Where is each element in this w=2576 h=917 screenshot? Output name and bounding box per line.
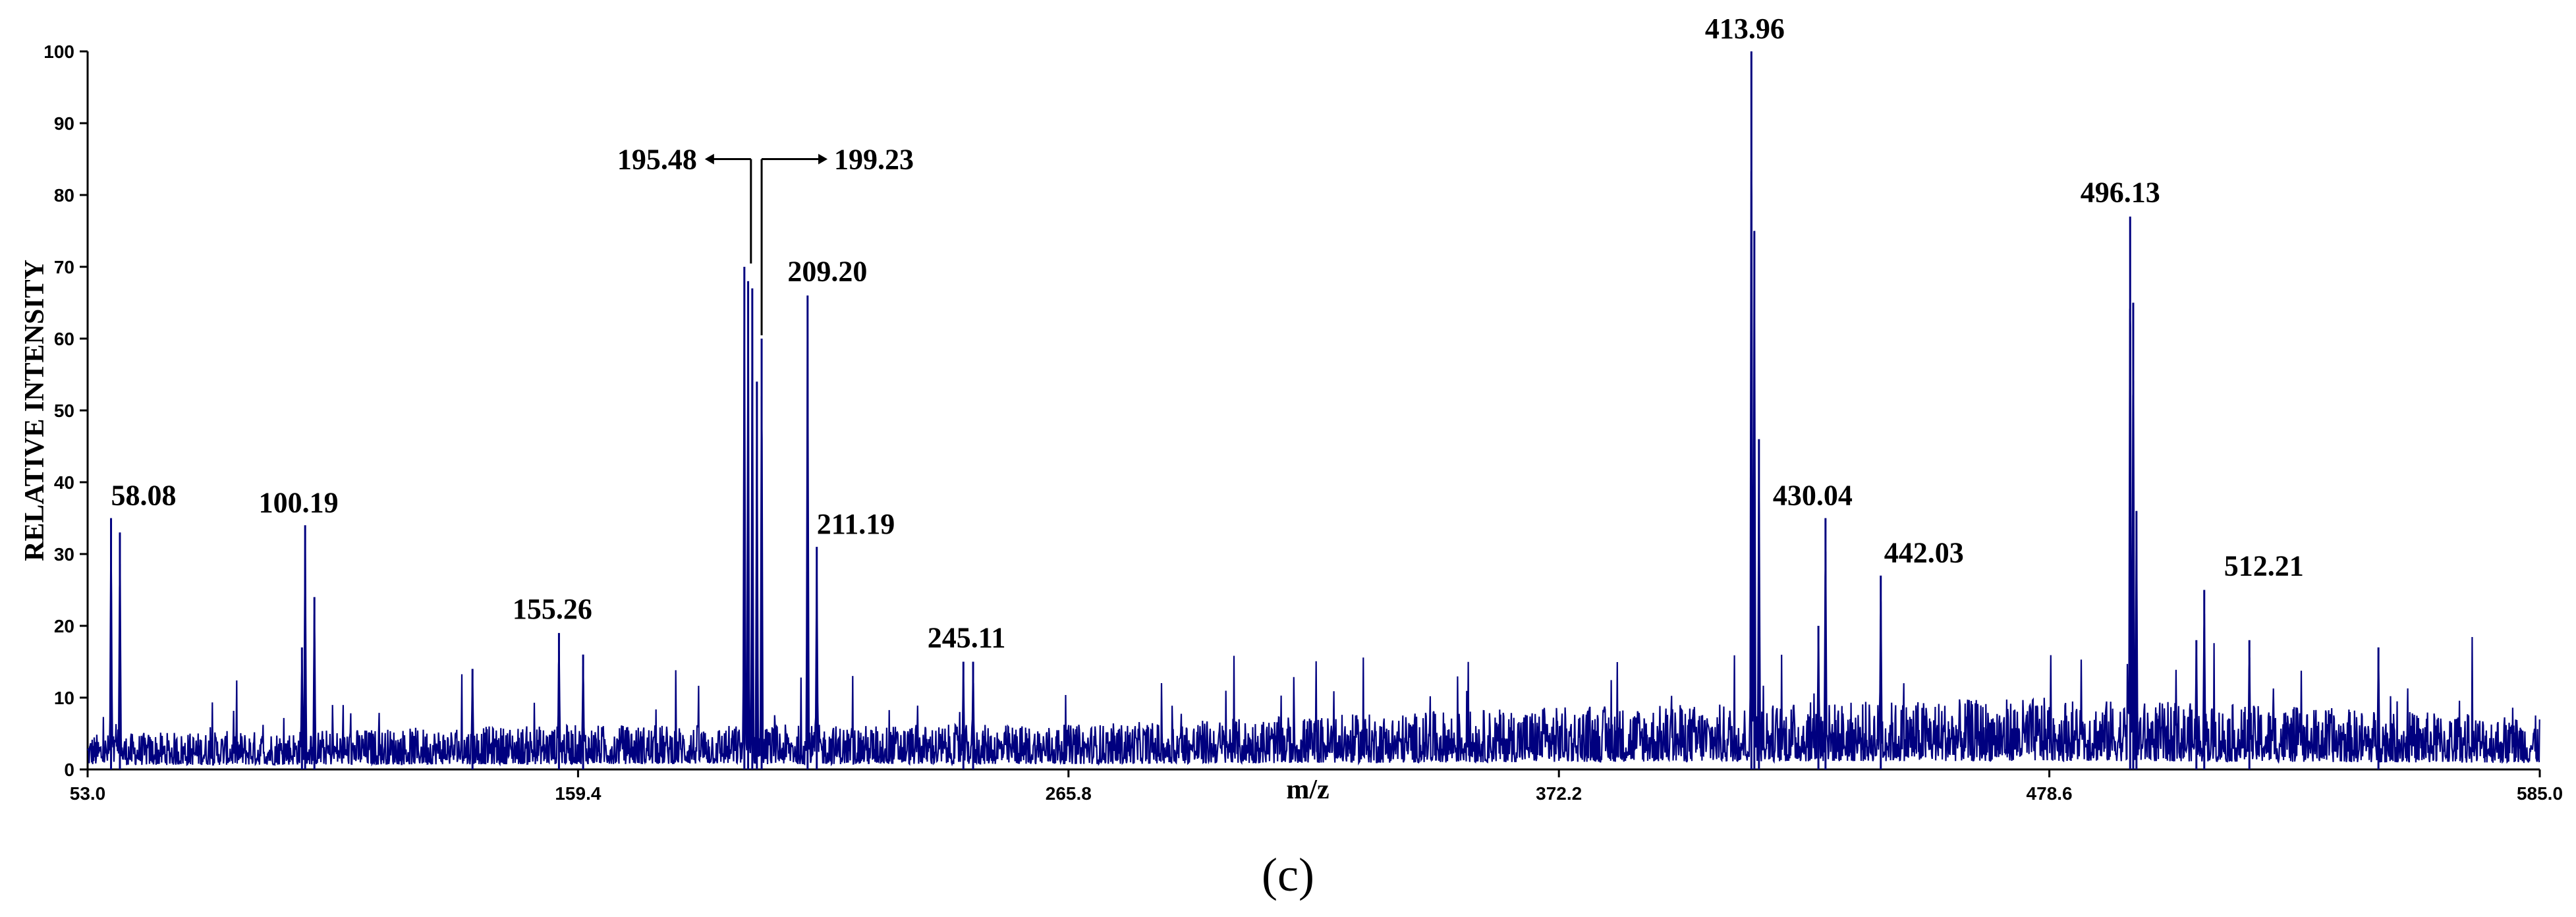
peak-label-195-48: 195.48 <box>617 144 697 176</box>
y-tick-label-4: 40 <box>54 472 74 493</box>
y-tick-label-9: 90 <box>54 113 74 134</box>
y-tick-label-10: 100 <box>43 42 74 62</box>
x-tick-label-2: 265.8 <box>1046 783 1092 804</box>
x-tick-label-5: 585.0 <box>2517 783 2563 804</box>
peak-label-100-19: 100.19 <box>259 486 339 518</box>
x-tick-label-0: 53.0 <box>70 783 106 804</box>
y-tick-label-2: 20 <box>54 616 74 636</box>
x-axis-label: m/z <box>1286 775 1329 805</box>
peak-label-430-04: 430.04 <box>1773 480 1853 512</box>
annotations: 58.08 100.19 155.26 195.48 199.23 209.20 211.1… <box>111 13 2304 654</box>
peak-label-155-26: 155.26 <box>513 593 592 625</box>
x-tick-label-3: 372.2 <box>1536 783 1582 804</box>
callout-arrowhead-199-23 <box>818 153 828 165</box>
peak-label-209-20: 209.20 <box>787 256 867 288</box>
peak-label-199-23: 199.23 <box>834 144 914 176</box>
spectrum-trace <box>87 171 2540 767</box>
y-tick-label-0: 0 <box>64 760 74 780</box>
peak-label-442-03: 442.03 <box>1884 537 1964 569</box>
axes <box>86 51 2540 771</box>
peak-label-245-11: 245.11 <box>928 622 1006 654</box>
y-axis-label: RELATIVE INTENSITY <box>20 260 50 561</box>
peak-label-58-08: 58.08 <box>111 480 177 512</box>
peak-label-496-13: 496.13 <box>2081 177 2160 209</box>
y-tick-label-7: 70 <box>54 257 74 277</box>
y-tick-label-8: 80 <box>54 185 74 206</box>
x-ticks: 53.0 159.4 265.8 372.2 478.6 585.0 <box>70 769 2563 804</box>
y-tick-label-1: 10 <box>54 688 74 708</box>
panel-label: (c) <box>1262 848 1314 901</box>
peak-label-512-21: 512.21 <box>2224 550 2304 582</box>
x-tick-label-1: 159.4 <box>555 783 601 804</box>
callout-arrowhead-195-48 <box>704 153 714 165</box>
y-tick-label-5: 50 <box>54 401 74 421</box>
peak-label-211-19: 211.19 <box>817 508 895 540</box>
y-tick-label-6: 60 <box>54 329 74 349</box>
peaks <box>110 51 2380 769</box>
y-ticks: 0 10 20 30 40 50 60 70 80 90 100 <box>43 42 88 780</box>
y-tick-label-3: 30 <box>54 544 74 565</box>
x-tick-label-4: 478.6 <box>2027 783 2073 804</box>
peak-label-413-96: 413.96 <box>1705 13 1785 45</box>
